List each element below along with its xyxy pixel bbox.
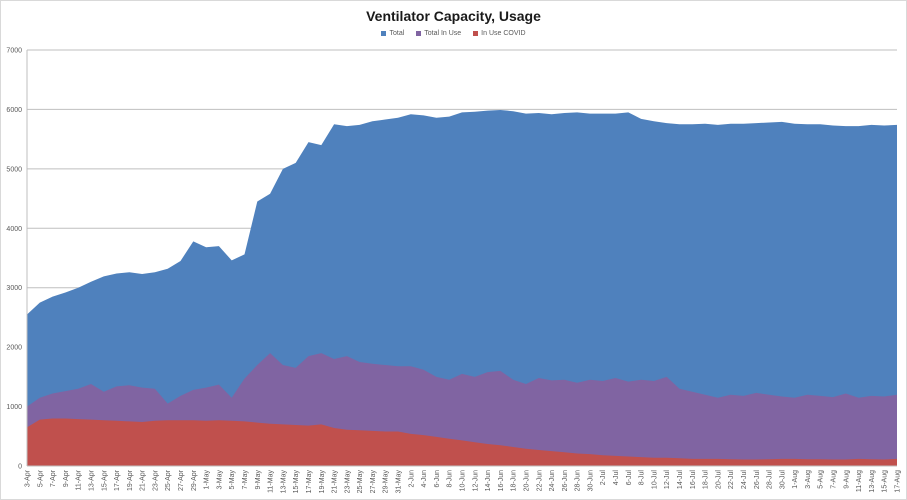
x-tick-label: 18-Jun <box>511 470 518 492</box>
x-tick-label: 1-Aug <box>792 470 799 489</box>
legend-item-in-use-covid: In Use COVID <box>473 30 526 37</box>
x-tick-label: 3-May <box>216 470 223 490</box>
x-tick-label: 20-Jun <box>524 470 531 492</box>
x-tick-label: 10-Jun <box>460 470 467 492</box>
legend-item-total: Total <box>381 30 404 37</box>
x-tick-label: 9-Aug <box>843 470 850 489</box>
y-tick-label: 7000 <box>6 48 22 55</box>
x-tick-label: 7-Aug <box>831 470 838 489</box>
x-tick-label: 17-May <box>306 470 313 494</box>
x-tick-label: 30-Jun <box>587 470 594 492</box>
legend-label-in-use-covid: In Use COVID <box>481 30 526 37</box>
x-tick-label: 8-Jun <box>447 470 454 488</box>
x-tick-label: 8-Jul <box>639 470 646 486</box>
area-series <box>27 110 897 466</box>
x-tick-label: 13-Aug <box>869 470 876 493</box>
x-tick-label: 11-Aug <box>856 470 863 492</box>
x-tick-label: 28-Jun <box>575 470 582 492</box>
x-tick-label: 24-Jun <box>549 470 556 492</box>
x-tick-label: 12-Jul <box>664 470 671 490</box>
y-tick-label: 3000 <box>6 285 22 292</box>
x-tick-label: 23-May <box>344 470 351 494</box>
x-tick-label: 21-May <box>332 470 339 494</box>
y-tick-label: 4000 <box>6 226 22 233</box>
legend-swatch-total-in-use <box>416 30 422 36</box>
x-tick-label: 5-Aug <box>818 470 825 489</box>
x-tick-label: 12-Jun <box>472 470 479 492</box>
x-tick-label: 5-Apr <box>37 469 44 487</box>
x-tick-label: 29-May <box>383 470 390 494</box>
x-tick-label: 30-Jul <box>779 470 786 490</box>
y-tick-label: 0 <box>18 464 22 471</box>
x-tick-label: 7-Apr <box>50 469 57 487</box>
legend-swatch-in-use-covid <box>473 30 479 36</box>
x-tick-label: 4-Jun <box>421 470 428 488</box>
x-tick-label: 25-Apr <box>165 469 172 491</box>
x-tick-label: 2-Jun <box>408 470 415 488</box>
x-tick-label: 7-May <box>242 470 249 490</box>
y-tick-label: 2000 <box>6 345 22 352</box>
x-tick-label: 13-May <box>280 470 287 494</box>
x-tick-label: 3-Aug <box>805 470 812 489</box>
x-tick-label: 15-Aug <box>882 470 889 493</box>
x-tick-label: 9-May <box>255 470 262 490</box>
x-tick-label: 4-Jul <box>613 470 620 486</box>
x-tick-label: 11-Apr <box>76 469 83 490</box>
x-tick-label: 14-Jul <box>677 470 684 490</box>
x-tick-label: 9-Apr <box>63 469 70 487</box>
x-tick-label: 21-Apr <box>140 469 147 491</box>
x-tick-label: 16-Jul <box>690 470 697 490</box>
x-tick-label: 17-Aug <box>895 470 902 493</box>
x-axis: 3-Apr 5-Apr 7-Apr 9-Apr 11-Apr 13-Apr 15-Apr 17… <box>25 465 902 494</box>
area-total <box>27 110 897 466</box>
area-in-use-covid <box>27 418 897 466</box>
x-tick-label: 24-Jul <box>741 470 748 490</box>
x-tick-label: 16-Jun <box>498 470 505 492</box>
x-tick-label: 6-Jun <box>434 470 441 488</box>
legend-label-total-in-use: Total In Use <box>424 30 462 37</box>
x-tick-label: 26-Jun <box>562 470 569 492</box>
x-tick-label: 27-Apr <box>178 469 185 491</box>
chart-legend: Total Total In Use In Use COVID <box>0 30 907 37</box>
x-tick-label: 13-Apr <box>89 469 96 491</box>
chart-title: Ventilator Capacity, Usage <box>366 8 541 24</box>
x-tick-label: 28-Jul <box>767 470 774 490</box>
x-tick-label: 22-Jun <box>536 470 543 492</box>
x-tick-label: 19-May <box>319 470 326 494</box>
x-tick-label: 20-Jul <box>715 470 722 490</box>
x-tick-label: 29-Apr <box>191 469 198 491</box>
legend-label-total: Total <box>389 30 405 37</box>
x-tick-label: 11-May <box>268 470 275 493</box>
x-tick-label: 25-May <box>357 470 364 494</box>
legend-item-total-in-use: Total In Use <box>416 30 461 37</box>
x-tick-label: 1-May <box>204 470 211 490</box>
x-tick-label: 10-Jul <box>651 470 658 490</box>
x-tick-label: 2-Jul <box>600 470 607 486</box>
x-tick-label: 22-Jul <box>728 470 735 490</box>
y-tick-label: 6000 <box>6 107 22 114</box>
x-tick-label: 19-Apr <box>127 469 134 491</box>
legend-swatch-total <box>381 30 387 36</box>
x-tick-label: 18-Jul <box>703 470 710 490</box>
x-tick-label: 26-Jul <box>754 470 761 490</box>
x-tick-label: 3-Apr <box>25 469 32 487</box>
y-tick-label: 5000 <box>6 166 22 173</box>
y-tick-label: 1000 <box>6 404 22 411</box>
x-tick-label: 6-Jul <box>626 470 633 486</box>
x-tick-label: 23-Apr <box>152 469 159 491</box>
x-tick-label: 5-May <box>229 470 236 490</box>
x-tick-label: 17-Apr <box>114 469 121 491</box>
x-tick-label: 27-May <box>370 470 377 494</box>
y-axis: 0 1000 2000 3000 4000 5000 6000 7000 <box>6 48 28 471</box>
x-tick-label: 31-May <box>396 470 403 494</box>
x-tick-label: 15-May <box>293 470 300 494</box>
x-tick-label: 15-Apr <box>101 469 108 491</box>
x-tick-label: 14-Jun <box>485 470 492 492</box>
